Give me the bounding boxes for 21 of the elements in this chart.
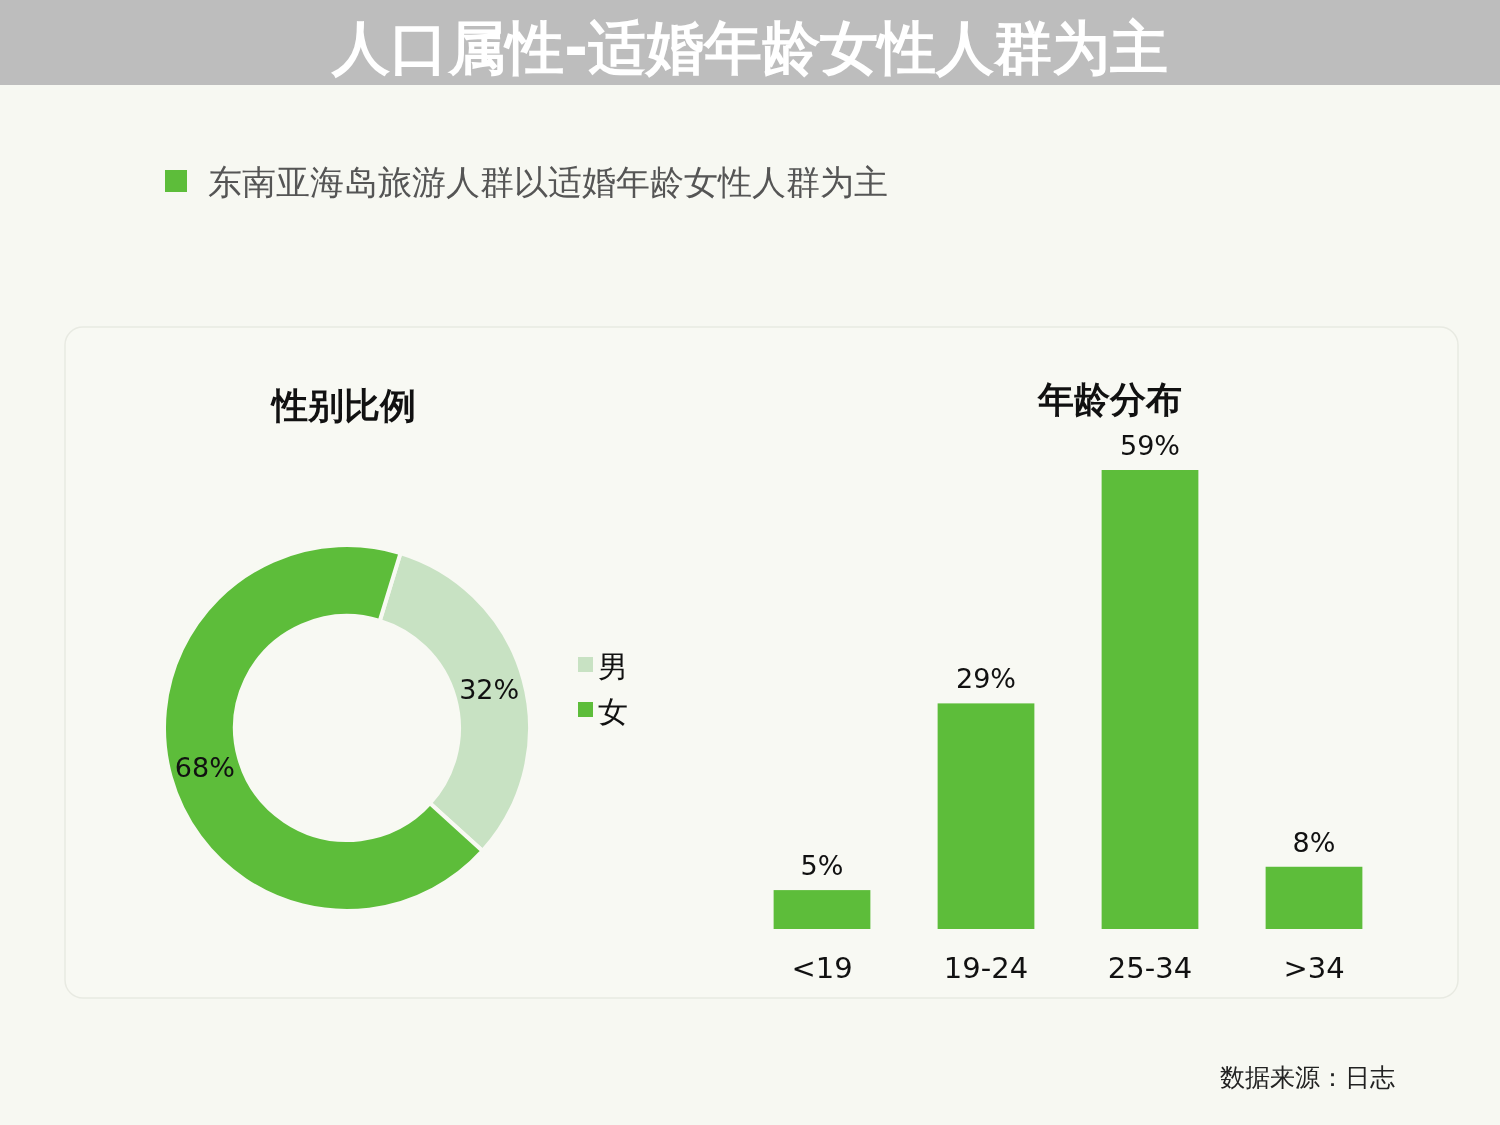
data-label: 8% (1292, 826, 1336, 858)
text: 人口属性-适婚年龄女性人群为主 (330, 14, 1169, 82)
x-tick-label: <19 (791, 951, 853, 985)
chart-subtitle: 东南亚海岛旅游人群以适婚年龄女性人群为主 (208, 162, 888, 202)
bar (773, 890, 871, 929)
bar (937, 703, 1035, 929)
bar (1101, 470, 1199, 929)
data-label: 68% (174, 752, 235, 784)
legend-label: 男 (598, 649, 628, 684)
x-tick-label: >34 (1283, 951, 1345, 985)
data-label: 32% (459, 673, 520, 705)
data-label: 5% (800, 850, 844, 882)
legend-label: 女 (598, 694, 628, 729)
x-tick-label: 25-34 (1107, 951, 1193, 985)
bar (1265, 866, 1363, 929)
chart-title: 年龄分布 (1037, 379, 1182, 420)
legend-title: 性别比例 (270, 385, 416, 426)
data-label: 29% (955, 663, 1017, 695)
data-label: 59% (1119, 430, 1181, 461)
source-note: 数据来源：日志 (1220, 1063, 1395, 1092)
x-tick-label: 19-24 (943, 951, 1029, 985)
